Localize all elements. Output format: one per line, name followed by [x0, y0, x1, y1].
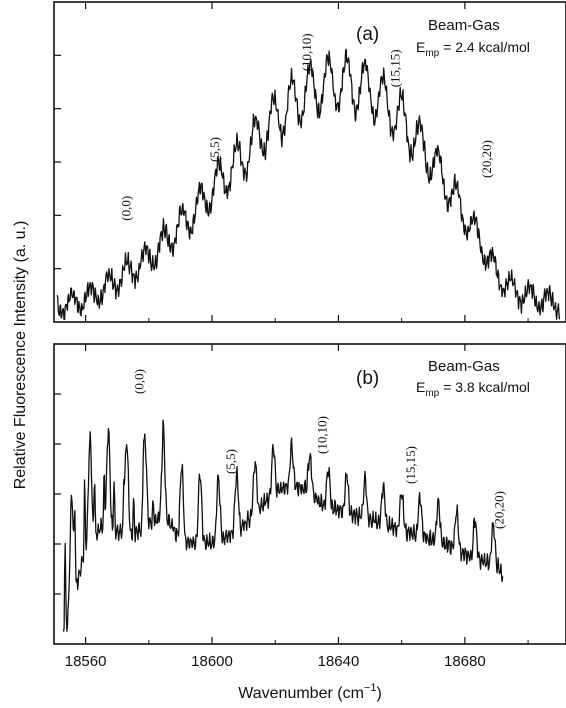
x-tick-label: 18640	[318, 653, 360, 670]
x-tick-label: 18600	[191, 653, 233, 670]
peak-label: (10,10)	[299, 33, 314, 71]
panel-b-spectrum-line	[62, 419, 504, 632]
panel-a-peak-labels: (0,0) (5,5) (10,10) (15,15) (20,20)	[119, 33, 494, 220]
panel-a-energy-value: = 2.4 kcal/mol	[439, 39, 530, 55]
panel-a-legend-title: Beam-Gas	[428, 17, 500, 34]
panel-a-energy-subscript: mp	[425, 48, 439, 59]
x-axis-label-close: )	[376, 685, 381, 702]
panel-a-spectrum-line	[56, 48, 561, 320]
y-axis-label: Relative Fluorescence Intensity (a. u.)	[12, 221, 29, 490]
peak-label: (10,10)	[315, 416, 330, 454]
x-tick-label: 18680	[444, 653, 486, 670]
x-axis-label-exponent: −1	[364, 682, 377, 694]
panel-a-energy-symbol: E	[416, 39, 425, 55]
panel-a-ticks	[54, 2, 529, 322]
peak-label: (5,5)	[223, 449, 238, 474]
panel-b-label: (b)	[356, 368, 379, 389]
peak-label: (15,15)	[403, 446, 418, 484]
panel-b-energy-value: = 3.8 kcal/mol	[439, 379, 530, 395]
panel-b: (0,0) (5,5) (10,10) (15,15) (20,20) (b) Beam…	[53, 343, 566, 670]
panel-b-peak-labels: (0,0) (5,5) (10,10) (15,15) (20,20)	[131, 369, 506, 529]
panel-a-energy: Emp = 2.4 kcal/mol	[416, 39, 530, 59]
peak-label: (0,0)	[119, 196, 134, 221]
x-axis-label-main: Wavenumber (cm	[238, 685, 364, 702]
peak-label: (5,5)	[207, 137, 222, 162]
peak-label: (15,15)	[387, 49, 402, 87]
panel-b-legend-title: Beam-Gas	[428, 358, 500, 375]
peak-label: (20,20)	[479, 140, 494, 178]
peak-label: (20,20)	[492, 491, 507, 529]
x-axis-label: Wavenumber (cm−1)	[238, 682, 382, 702]
x-tick-labels: 18560 18600 18640 18680	[65, 653, 486, 670]
panel-a-label: (a)	[356, 24, 379, 45]
panel-b-ticks	[54, 344, 529, 644]
panel-b-energy: Emp = 3.8 kcal/mol	[416, 379, 530, 399]
panel-a: (0,0) (5,5) (10,10) (15,15) (20,20) (a) Beam…	[53, 1, 566, 323]
x-tick-label: 18560	[65, 653, 107, 670]
panel-b-energy-subscript: mp	[425, 388, 439, 399]
peak-label: (0,0)	[131, 369, 146, 394]
panel-b-energy-symbol: E	[416, 379, 425, 395]
